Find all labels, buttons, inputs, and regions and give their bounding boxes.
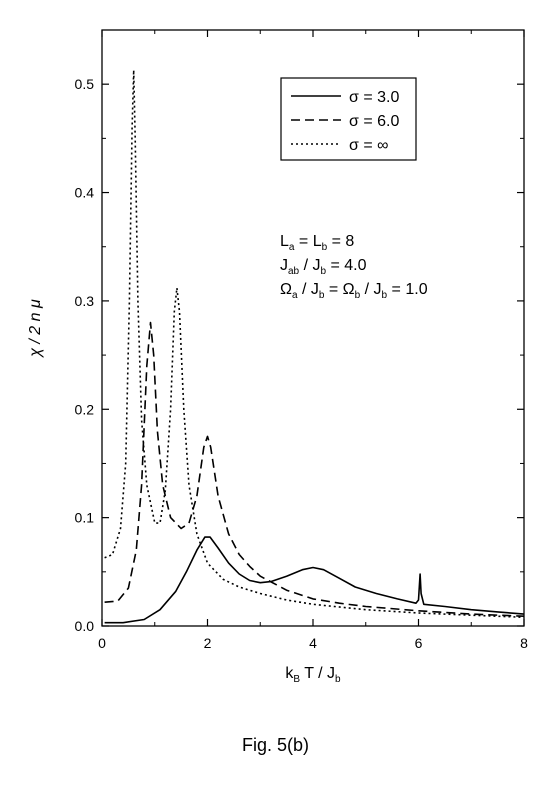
annotation-1: Jab / Jb = 4.0 — [280, 257, 367, 277]
annotation-2: Ωa / Jb = Ωb / Jb = 1.0 — [280, 281, 428, 301]
x-axis-label-mid: T / J — [300, 665, 335, 682]
y-tick-label: 0.4 — [75, 185, 95, 201]
plot-frame — [101, 29, 525, 627]
y-tick-label: 0.3 — [75, 293, 95, 309]
x-tick-label: 0 — [98, 635, 106, 651]
x-axis-label-sub1: B — [293, 674, 300, 685]
chart: 0 2 4 6 80.00.10.20.30.40.5 σ = 3.0σ = 6.0σ … — [27, 29, 528, 685]
y-tick-label: 0.2 — [75, 401, 95, 417]
series-line-0 — [104, 536, 525, 624]
legend-box — [280, 77, 417, 161]
x-tick-label: 2 — [204, 635, 212, 651]
series-layer — [104, 69, 525, 624]
series-line-1 — [104, 321, 525, 617]
figure-caption: Fig. 5(b) — [241, 735, 310, 755]
legend-label-1: σ = 6.0 — [349, 113, 399, 130]
x-tick-label: 6 — [415, 635, 423, 651]
y-tick-label: 0.0 — [75, 618, 95, 634]
y-tick-label: 0.5 — [75, 76, 95, 92]
legend-label-2: σ = ∞ — [349, 137, 389, 154]
ticks: 0 2 4 6 8 0.0 0.1 0.2 0.3 0.4 0.5 — [75, 29, 528, 651]
y-axis-label: χ / 2 n μ — [27, 299, 44, 359]
legend-label-0: σ = 3.0 — [349, 89, 399, 106]
x-tick-label: 8 — [520, 635, 528, 651]
series-line-2 — [104, 69, 525, 619]
annotations: La = Lb = 8 Jab / Jb = 4.0 Ωa / Jb = Ωb / … — [280, 233, 428, 301]
x-axis-label-main: k — [285, 665, 294, 682]
legend: σ = 3.0 σ = 6.0 σ = ∞ — [280, 77, 417, 161]
x-axis-label-sub2: b — [335, 674, 341, 685]
x-axis-label: kB T / Jb — [285, 665, 341, 685]
axis-labels: kB T / Jb χ / 2 n μ — [27, 299, 341, 685]
y-tick-label: 0.1 — [75, 510, 95, 526]
annotation-0: La = Lb = 8 — [280, 233, 354, 253]
x-tick-label: 4 — [309, 635, 317, 651]
